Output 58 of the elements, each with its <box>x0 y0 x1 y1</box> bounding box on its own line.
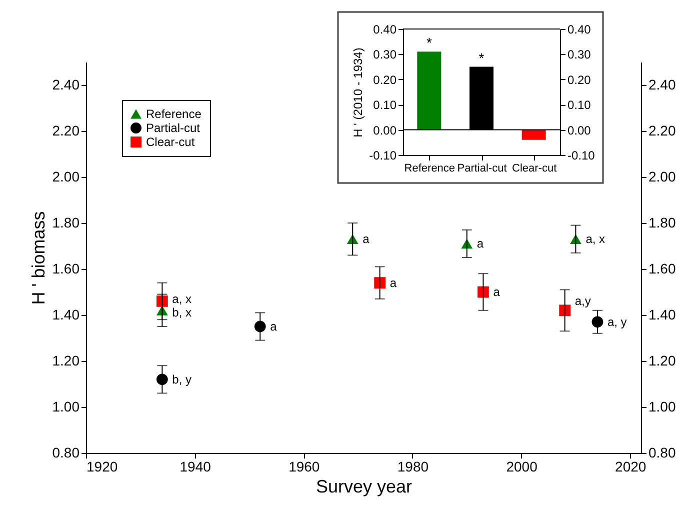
y2-tick-label: 0.80 <box>648 444 676 460</box>
x-tick-label: 1980 <box>397 458 429 474</box>
x-tick-label: 1960 <box>288 458 320 474</box>
y2-tick-label: 0.30 <box>568 48 592 62</box>
y2-tick-label: 1.20 <box>648 352 676 368</box>
annotation: a, y <box>607 314 627 329</box>
annotation: a <box>362 232 370 246</box>
y-tick-label: 0.40 <box>373 22 397 36</box>
y-tick-label: -0.10 <box>369 148 397 162</box>
y-tick-label: 1.20 <box>52 352 80 368</box>
y-tick-label: 1.00 <box>52 398 80 414</box>
y-tick-label: 0.20 <box>373 72 397 87</box>
y-tick-label: 2.40 <box>52 76 80 92</box>
y-axis-title: H ' biomass <box>28 211 48 305</box>
legend-label: Clear-cut <box>146 135 196 149</box>
y-tick-label: 1.40 <box>52 306 80 322</box>
annotation: a <box>493 285 500 299</box>
y2-tick-label: 1.60 <box>648 260 676 276</box>
annotation: * <box>426 34 432 51</box>
y-tick-label: 2.20 <box>52 122 80 138</box>
y-tick-label: 2.00 <box>52 168 80 184</box>
y2-tick-label: 1.80 <box>648 214 676 230</box>
annotation: a <box>476 236 484 251</box>
y2-tick-label: 0.40 <box>568 22 592 36</box>
x-tick-label: Clear-cut <box>512 162 557 174</box>
y-tick-label: 1.80 <box>52 214 80 230</box>
y-tick-label: 1.60 <box>52 260 80 276</box>
x-tick-label: Partial-cut <box>457 162 507 174</box>
legend-label: Reference <box>146 107 202 121</box>
y2-tick-label: 1.40 <box>648 306 676 322</box>
y2-tick-label: 0.10 <box>568 98 592 112</box>
annotation: a <box>270 320 278 334</box>
annotation: b, y <box>172 372 192 386</box>
legend-label: Partial-cut <box>146 121 201 135</box>
y2-tick-label: 0.00 <box>568 123 592 138</box>
y2-tick-label: 2.20 <box>648 122 676 138</box>
y-axis-title: H ' (2010 - 1934) <box>351 48 366 138</box>
annotation: a,y <box>574 294 591 308</box>
x-tick-label: Reference <box>404 162 456 174</box>
x-tick-label: 2000 <box>506 458 538 474</box>
annotation: * <box>478 50 485 66</box>
annotation: a, x <box>172 292 192 306</box>
annotation: a, x <box>586 232 606 246</box>
y-tick-label: 0.80 <box>52 444 80 460</box>
y2-tick-label: 2.40 <box>648 76 676 92</box>
x-tick-label: 1940 <box>180 458 212 474</box>
annotation: a <box>390 276 397 290</box>
x-tick-label: 2020 <box>615 458 646 474</box>
y2-tick-label: 0.20 <box>568 72 592 87</box>
y2-tick-label: 1.00 <box>648 398 676 414</box>
y-tick-label: 0.00 <box>373 123 397 138</box>
y-tick-label: 0.30 <box>373 48 397 62</box>
x-axis-title: Survey year <box>316 476 412 496</box>
annotation: b, x <box>172 306 192 320</box>
x-tick-label: 1920 <box>86 458 118 474</box>
y2-tick-label: -0.10 <box>568 148 596 162</box>
y2-tick-label: 2.00 <box>648 168 676 184</box>
y-tick-label: 0.10 <box>373 98 397 112</box>
